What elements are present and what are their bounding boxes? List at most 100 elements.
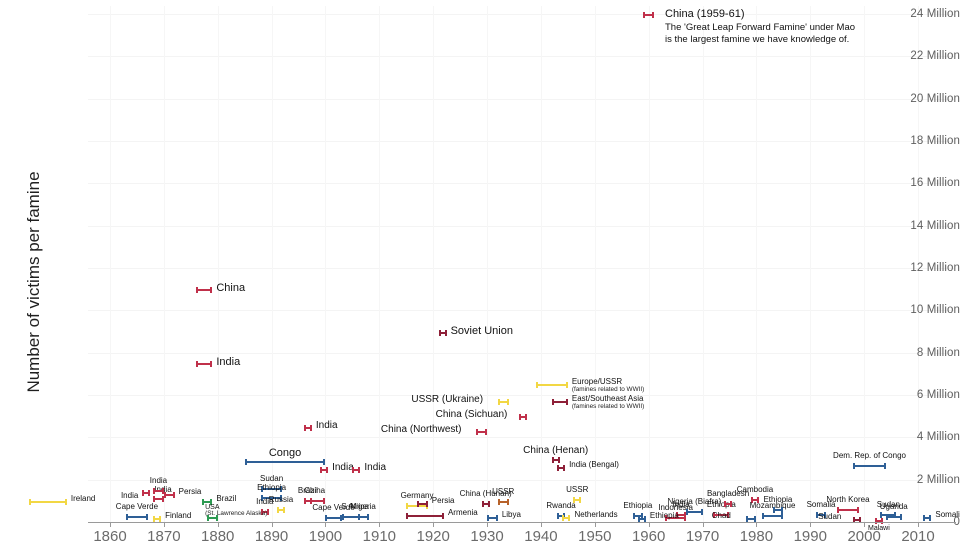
famine-label: Dem. Rep. of Congo — [833, 450, 906, 460]
x-tick-label: 1880 — [201, 528, 235, 545]
famine-bar — [303, 426, 312, 429]
famine-endcap — [684, 511, 687, 518]
gridline-vertical — [217, 6, 219, 522]
famine-label: Ethiopia — [623, 500, 653, 510]
gridline-horizontal — [88, 14, 954, 15]
famine-label: India — [332, 462, 354, 474]
famine-label: Malawi — [868, 525, 890, 533]
gridline-horizontal — [88, 141, 954, 142]
famine-label: Soviet Union — [450, 324, 513, 337]
famine-endcap — [481, 500, 484, 507]
famine-endcap — [282, 507, 285, 514]
famine-endcap — [64, 498, 67, 505]
famine-bar — [686, 511, 703, 514]
famine-bar — [497, 500, 509, 503]
famine-bar — [260, 488, 283, 491]
famine-label: Libya — [501, 509, 521, 519]
famine-endcap — [565, 382, 568, 389]
x-tick-label: 1930 — [470, 528, 504, 545]
famine-label: USSR — [566, 484, 589, 494]
famine-label: Sudan — [260, 474, 284, 484]
y-tick-label: 2 Million — [916, 473, 960, 486]
famine-label: Sudan — [876, 499, 900, 509]
x-tick-mark — [433, 523, 435, 527]
famine-label: India — [315, 419, 338, 431]
famine-bar — [497, 401, 509, 404]
famine-endcap — [643, 516, 646, 523]
y-tick-label: 10 Million — [910, 304, 960, 317]
x-tick-label: 1870 — [147, 528, 181, 545]
x-tick-label: 1860 — [93, 528, 127, 545]
famine-bar — [557, 514, 566, 517]
famine-endcap — [215, 514, 218, 521]
famine-bar — [260, 511, 269, 514]
famine-endcap — [563, 464, 566, 471]
famine-bar — [320, 469, 329, 472]
x-tick-mark — [379, 523, 381, 527]
famine-endcap — [724, 500, 727, 507]
famine-endcap — [417, 500, 420, 507]
famine-endcap — [280, 494, 283, 501]
famine-label: Persia — [431, 495, 455, 505]
x-tick-label: 1900 — [308, 528, 343, 545]
famine-bar — [815, 513, 827, 516]
gridline-horizontal — [88, 352, 954, 354]
x-tick-label: 1890 — [254, 528, 289, 545]
famine-label: Ireland — [70, 493, 96, 503]
famine-endcap — [745, 515, 748, 522]
famine-bar — [417, 502, 428, 505]
famine-endcap — [323, 497, 326, 504]
y-tick-label: 0 — [953, 516, 960, 528]
famine-label: India — [364, 462, 387, 474]
famine-endcap — [487, 514, 490, 521]
famine-bar — [557, 466, 566, 469]
y-tick-label: 22 Million — [910, 50, 960, 63]
famine-label: Ethiopia — [257, 482, 287, 492]
gridline-vertical — [110, 6, 111, 522]
y-tick-label: 8 Million — [916, 346, 960, 359]
famine-endcap — [568, 514, 571, 521]
famine-endcap — [352, 467, 355, 474]
famine-label: India — [256, 497, 274, 507]
gridline-horizontal — [88, 225, 954, 227]
gridline-vertical — [594, 6, 596, 522]
famine-bar — [196, 289, 213, 292]
famine-endcap — [751, 496, 753, 503]
famine-endcap — [29, 498, 32, 505]
famine-endcap — [210, 498, 213, 505]
x-tick-mark — [110, 523, 111, 527]
famine-label: China (Northwest) — [380, 423, 462, 435]
famine-bar — [853, 518, 862, 521]
famine-bar — [126, 515, 148, 518]
famine-label: India (Bengal) — [569, 459, 619, 469]
famine-label: Sudan — [818, 511, 842, 521]
y-tick-label: 12 Million — [910, 262, 960, 274]
gridline-horizontal — [88, 56, 954, 58]
famine-endcap — [880, 518, 883, 525]
famine-endcap — [899, 513, 902, 520]
famine-bar — [885, 515, 902, 518]
famine-label: S Africa — [341, 501, 369, 511]
x-axis-line — [88, 522, 956, 523]
famine-label: Uganda — [879, 501, 908, 511]
famine-bar — [772, 509, 784, 512]
famine-endcap — [727, 511, 730, 518]
famine-bar — [880, 513, 897, 516]
famine-bar — [163, 494, 175, 497]
famine-label: India — [672, 499, 690, 509]
famine-label: Ethiopia — [706, 499, 736, 509]
famine-label: Bangladesh — [706, 488, 750, 498]
famine-bar — [637, 518, 646, 521]
famine-endcap — [757, 496, 759, 503]
famine-endcap — [153, 515, 156, 522]
famine-endcap — [196, 361, 199, 368]
annotation-line-1: The 'Great Leap Forward Famine' under Ma… — [665, 21, 856, 33]
gridline-vertical — [379, 6, 381, 522]
famine-bar — [476, 430, 488, 433]
x-tick-mark — [594, 523, 596, 527]
famine-label: India — [149, 476, 168, 486]
famine-bar — [724, 502, 733, 505]
x-tick-label: 1950 — [578, 528, 612, 545]
famine-endcap — [730, 500, 733, 507]
gridline-horizontal — [88, 479, 954, 481]
